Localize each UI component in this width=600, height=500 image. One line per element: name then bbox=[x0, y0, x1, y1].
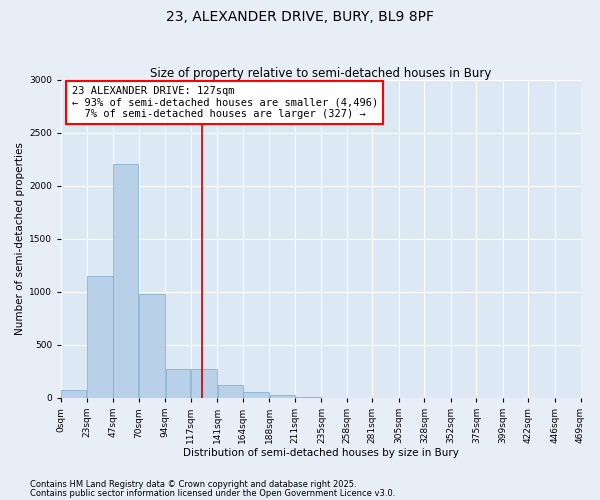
Text: 23 ALEXANDER DRIVE: 127sqm
← 93% of semi-detached houses are smaller (4,496)
  7: 23 ALEXANDER DRIVE: 127sqm ← 93% of semi… bbox=[71, 86, 378, 119]
Bar bbox=[139, 294, 165, 398]
Bar bbox=[113, 164, 139, 398]
X-axis label: Distribution of semi-detached houses by size in Bury: Distribution of semi-detached houses by … bbox=[183, 448, 459, 458]
Title: Size of property relative to semi-detached houses in Bury: Size of property relative to semi-detach… bbox=[150, 66, 491, 80]
Bar bbox=[269, 394, 295, 398]
Text: Contains HM Land Registry data © Crown copyright and database right 2025.: Contains HM Land Registry data © Crown c… bbox=[30, 480, 356, 489]
Y-axis label: Number of semi-detached properties: Number of semi-detached properties bbox=[15, 142, 25, 335]
Bar bbox=[87, 276, 113, 398]
Text: 23, ALEXANDER DRIVE, BURY, BL9 8PF: 23, ALEXANDER DRIVE, BURY, BL9 8PF bbox=[166, 10, 434, 24]
Bar bbox=[218, 385, 242, 398]
Bar bbox=[166, 370, 190, 398]
Bar bbox=[191, 370, 217, 398]
Bar bbox=[243, 392, 269, 398]
Text: Contains public sector information licensed under the Open Government Licence v3: Contains public sector information licen… bbox=[30, 488, 395, 498]
Bar bbox=[61, 390, 86, 398]
